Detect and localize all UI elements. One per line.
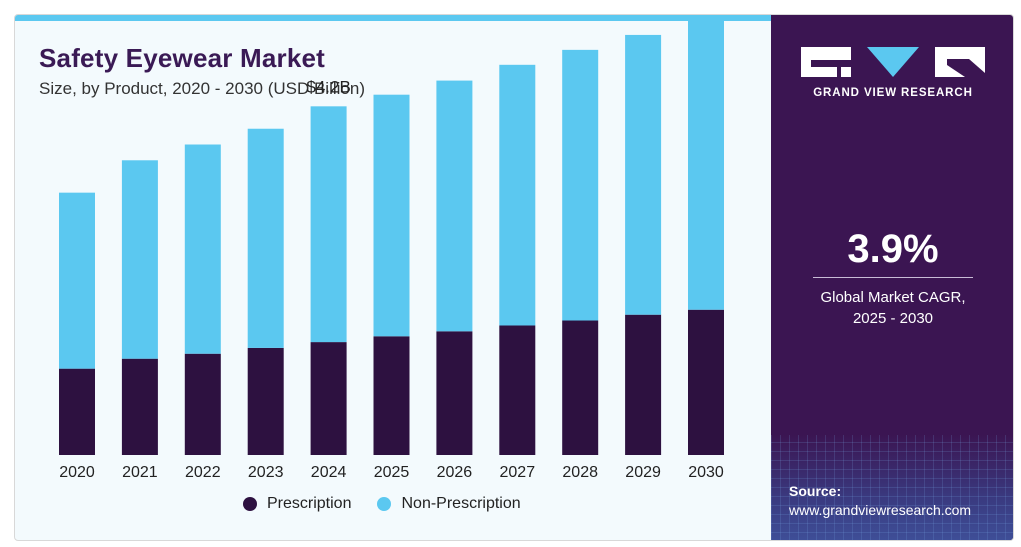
cagr-value: 3.9% xyxy=(847,227,939,271)
legend: Prescription Non-Prescription xyxy=(243,495,521,513)
decorative-grid xyxy=(771,435,1013,540)
bar-non-prescription-2026 xyxy=(436,80,473,332)
x-tick-label: 2022 xyxy=(185,464,221,481)
bar-prescription-2023 xyxy=(247,347,284,455)
bar-non-prescription-2028 xyxy=(562,49,599,321)
bar-non-prescription-2025 xyxy=(373,94,410,337)
legend-item-non-prescription: Non-Prescription xyxy=(377,495,521,513)
chart-title: Safety Eyewear Market xyxy=(39,43,326,73)
legend-item-prescription: Prescription xyxy=(243,495,351,513)
bar-prescription-2027 xyxy=(499,325,536,455)
legend-label-prescription: Prescription xyxy=(267,495,352,512)
logo-text: GRAND VIEW RESEARCH xyxy=(813,87,973,99)
bar-chart: 2020 2021 2022 2023 2024 $4.2B 2025 2026 2027 202… xyxy=(59,18,724,481)
chart-card: Safety Eyewear Market Size, by Product, … xyxy=(14,14,1014,541)
data-label-2024: $4.2B xyxy=(306,77,350,96)
bar-non-prescription-2022 xyxy=(184,144,221,354)
bar-prescription-2021 xyxy=(121,358,158,455)
bar-prescription-2030 xyxy=(688,309,724,455)
accent-bar xyxy=(15,15,771,21)
bar-non-prescription-2030 xyxy=(688,18,724,310)
legend-label-non-prescription: Non-Prescription xyxy=(401,495,521,512)
bar-non-prescription-2021 xyxy=(121,160,158,359)
x-tick-label: 2029 xyxy=(625,464,661,481)
source-link[interactable]: www.grandviewresearch.com xyxy=(789,502,972,518)
x-tick-label: 2023 xyxy=(248,464,284,481)
bar-non-prescription-2027 xyxy=(499,64,536,326)
chart-subtitle: Size, by Product, 2020 - 2030 (USD Billi… xyxy=(39,79,365,98)
x-tick-label: 2028 xyxy=(562,464,598,481)
cagr-label-line1: Global Market CAGR, xyxy=(820,289,966,306)
bar-prescription-2024 xyxy=(310,342,347,455)
cagr-label-line2: 2025 - 2030 xyxy=(852,310,934,327)
x-tick-label: 2025 xyxy=(374,464,410,481)
x-tick-label: 2020 xyxy=(59,464,95,481)
x-tick-label: 2027 xyxy=(500,464,536,481)
side-panel: GRAND VIEW RESEARCH 3.9% Global Market C… xyxy=(771,15,1013,540)
cagr-divider xyxy=(813,277,973,278)
bar-non-prescription-2029 xyxy=(625,34,662,315)
bar-prescription-2029 xyxy=(625,314,662,455)
x-tick-label: 2024 xyxy=(311,464,347,481)
grand-view-research-logo-icon xyxy=(801,47,985,77)
cagr-label: Global Market CAGR, 2025 - 2030 xyxy=(771,287,1013,329)
legend-swatch-non-prescription xyxy=(377,497,392,511)
bar-non-prescription-2023 xyxy=(247,128,284,348)
bar-non-prescription-2024 xyxy=(310,106,347,343)
bar-prescription-2028 xyxy=(562,320,599,455)
bar-non-prescription-2020 xyxy=(59,192,95,369)
x-tick-label: 2026 xyxy=(437,464,473,481)
x-tick-label: 2030 xyxy=(688,464,724,481)
source-title: Source: xyxy=(789,483,842,499)
x-tick-label: 2021 xyxy=(122,464,158,481)
legend-swatch-prescription xyxy=(243,497,257,511)
bar-prescription-2020 xyxy=(59,368,95,455)
bar-prescription-2025 xyxy=(373,336,410,455)
bar-prescription-2022 xyxy=(184,353,221,455)
bar-prescription-2026 xyxy=(436,331,473,455)
